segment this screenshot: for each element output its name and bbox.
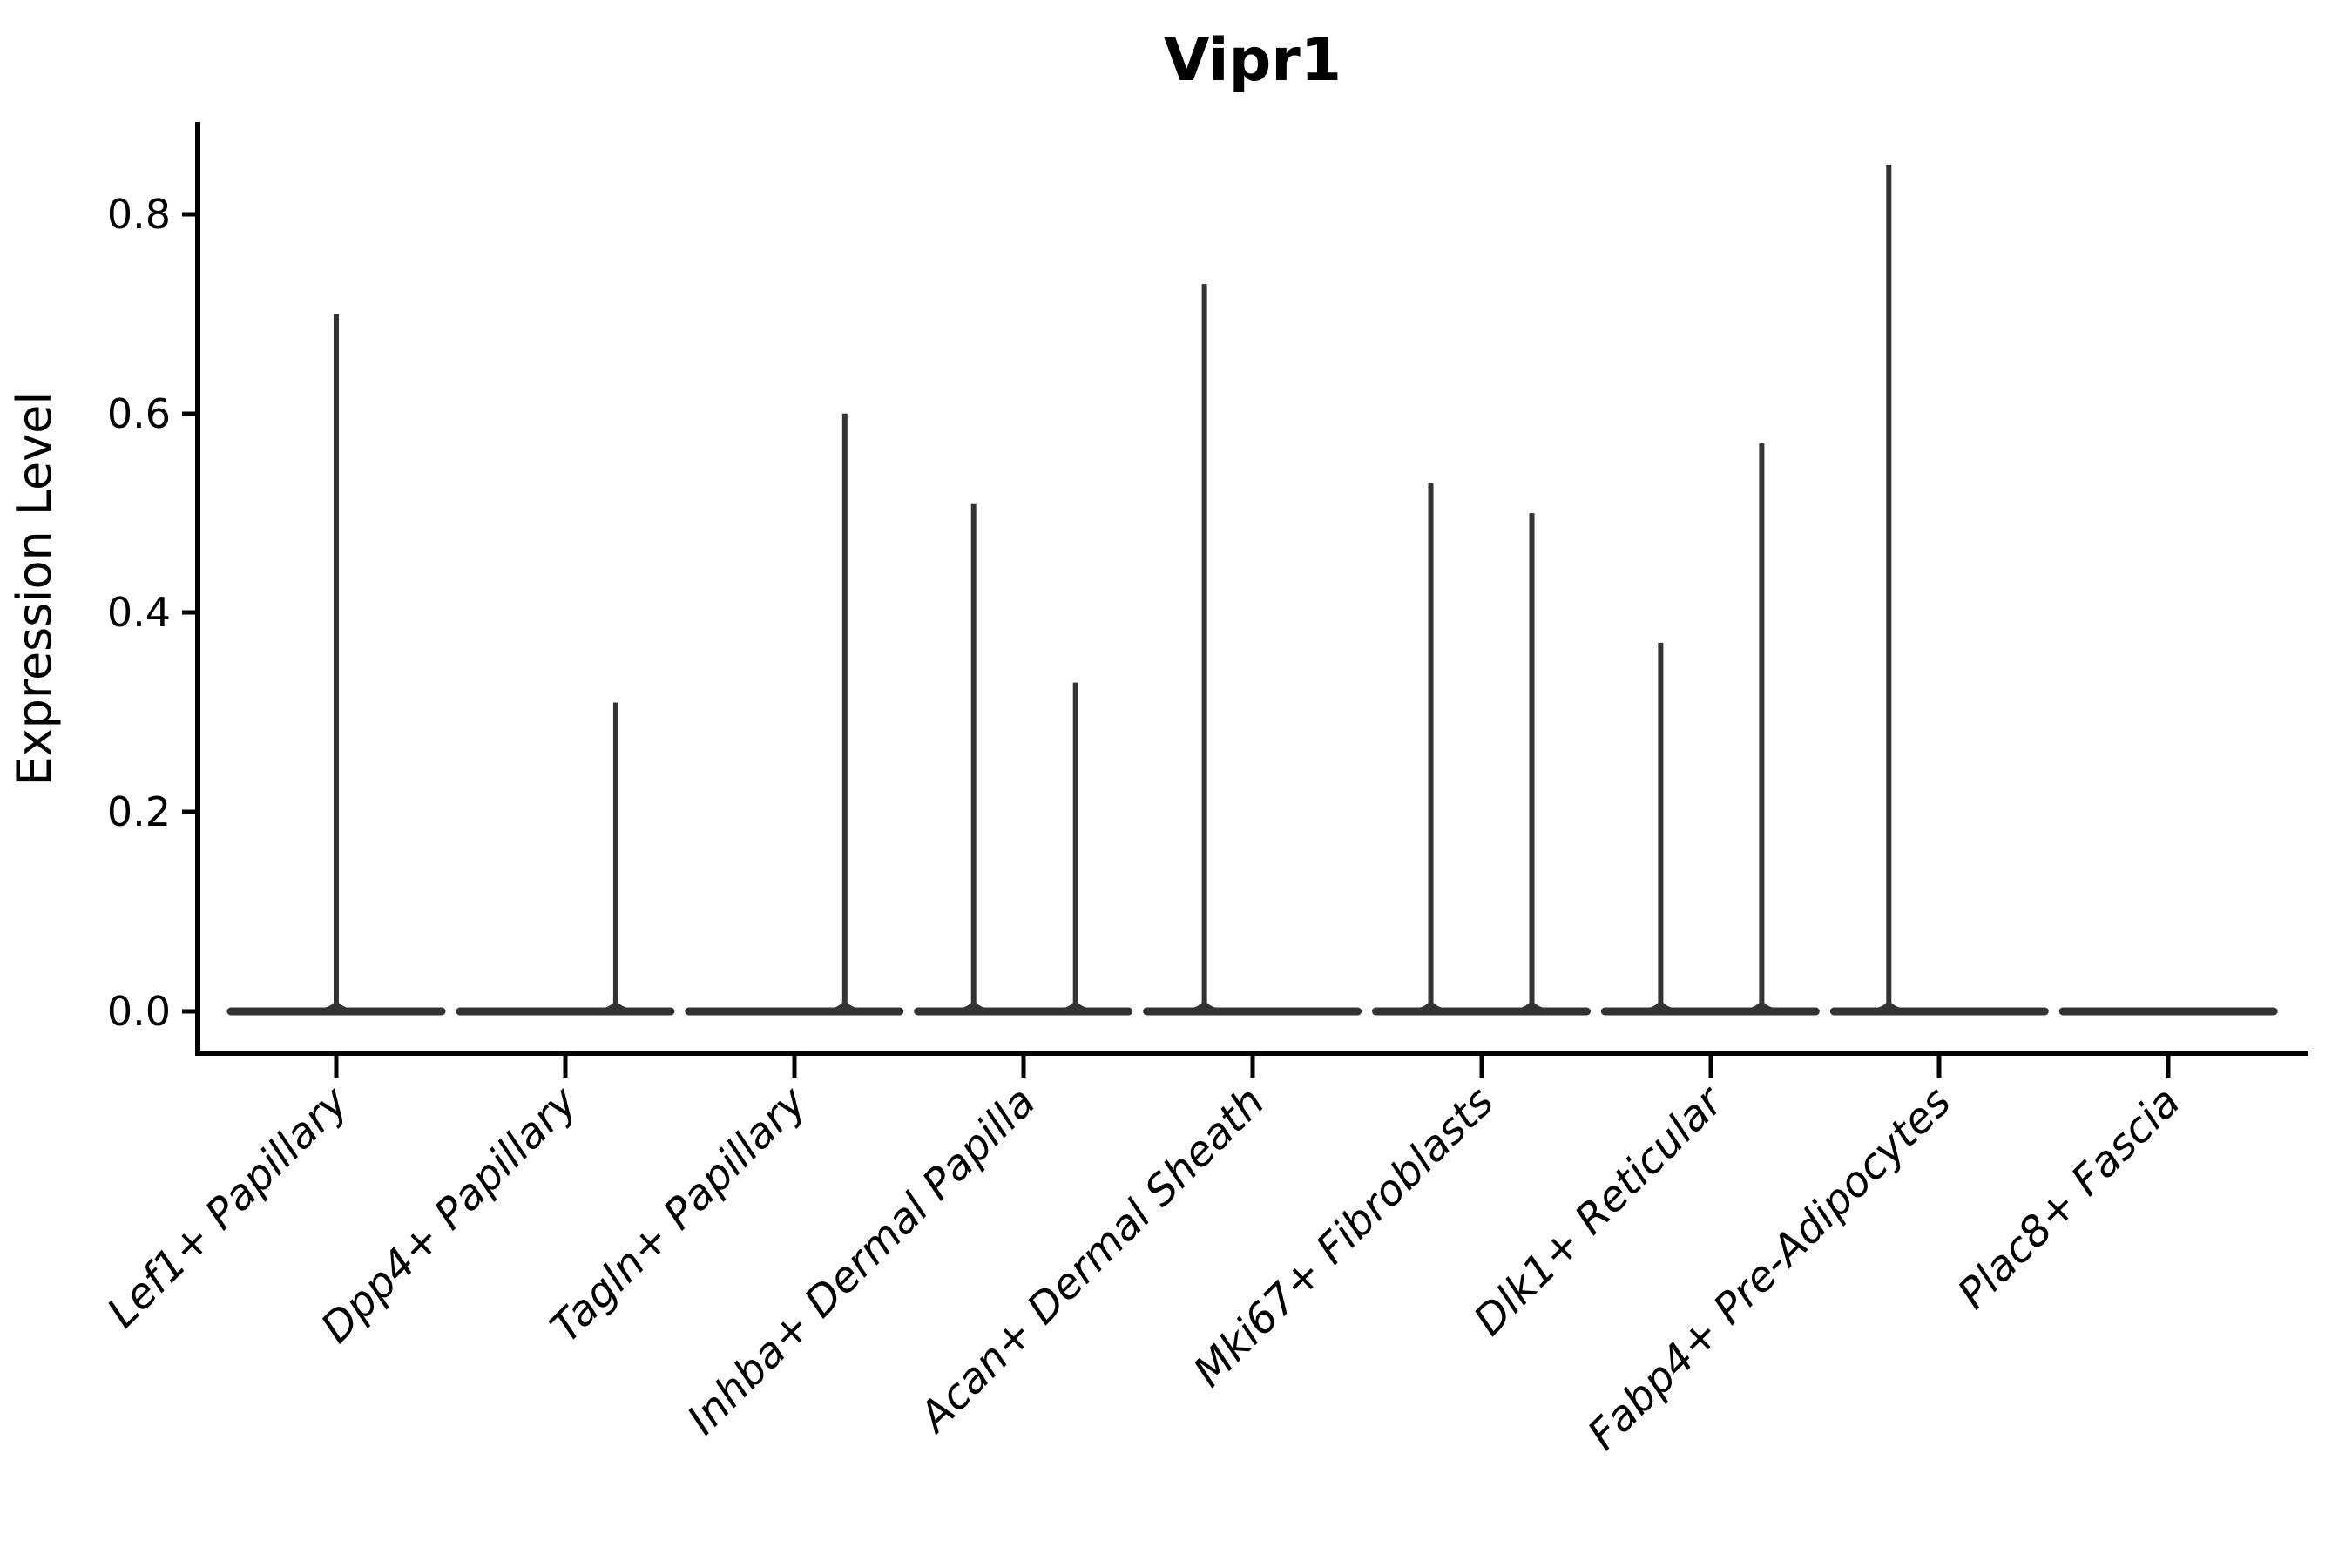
chart-title: Vipr1 [1164, 26, 1342, 95]
y-tick-labels: 0.0 0.2 0.4 0.6 0.8 [107, 191, 171, 1035]
violin [1829, 164, 2049, 1016]
y-tick-label: 0.4 [107, 589, 171, 636]
x-tick-label: Plac8+ Fascia [1949, 1078, 2190, 1319]
violin-spike-base [592, 996, 639, 1010]
violin-spike-base [1052, 996, 1098, 1010]
violin [914, 503, 1133, 1016]
x-ticks [334, 1053, 2171, 1078]
violin [456, 702, 675, 1016]
x-tick-label: Tagln+ Papillary [541, 1077, 816, 1352]
violin-spike-base [1866, 996, 1912, 1010]
x-tick-label: Fabp4+ Pre-Adipocytes [1578, 1078, 1961, 1460]
x-tick-label: Dlk1+ Reticular [1464, 1076, 1734, 1346]
violin-spike-base [950, 996, 997, 1010]
violin-spike-base [1408, 996, 1454, 1010]
violin-spike-base [1181, 996, 1227, 1010]
violin [1143, 284, 1362, 1016]
x-tick-label: Lef1+ Papillary [98, 1077, 358, 1337]
violin [1372, 483, 1591, 1016]
y-tick-label: 0.2 [107, 788, 171, 835]
y-tick-label: 0.0 [107, 988, 171, 1035]
violin [226, 314, 446, 1016]
violin-spike-base [821, 996, 868, 1010]
x-tick-labels: Lef1+ Papillary Dpp4+ Papillary Tagln+ P… [98, 1076, 2189, 1460]
y-tick-label: 0.8 [107, 191, 171, 238]
y-axis-label: Expression Level [7, 392, 62, 787]
violin-spike-base [1739, 996, 1785, 1010]
y-tick-label: 0.6 [107, 390, 171, 437]
violin-spike-base [314, 996, 359, 1010]
x-tick-label: Dpp4+ Papillary [312, 1077, 587, 1352]
violin [685, 413, 904, 1016]
violin-spike-base [1509, 996, 1555, 1010]
y-ticks [182, 212, 198, 1014]
violin-spike-base [1638, 996, 1684, 1010]
axes-spines [195, 122, 2308, 1056]
violins [226, 164, 2278, 1016]
violin [1600, 443, 1820, 1016]
